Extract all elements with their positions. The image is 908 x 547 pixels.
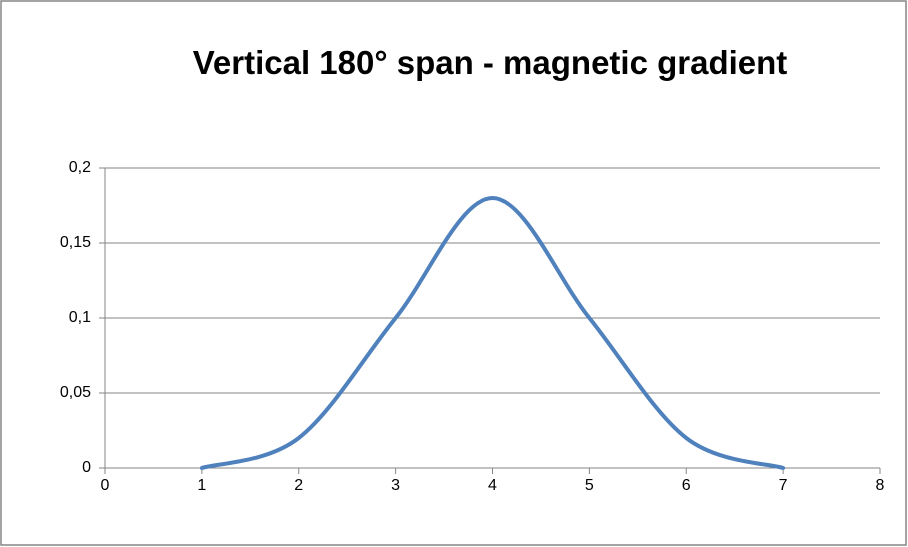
x-tick-label: 2	[294, 477, 303, 494]
x-tick-label: 0	[101, 477, 110, 494]
y-tick-label: 0	[82, 459, 91, 476]
x-tick-label: 5	[585, 477, 594, 494]
chart-title: Vertical 180° span - magnetic gradient	[192, 44, 788, 81]
x-tick-label: 1	[197, 477, 206, 494]
y-tick-label: 0,2	[69, 159, 91, 176]
x-tick-label: 8	[876, 477, 885, 494]
x-tick-label: 4	[488, 477, 497, 494]
x-tick-label: 6	[682, 477, 691, 494]
series-line	[199, 195, 786, 470]
y-tick-label: 0,05	[60, 384, 91, 401]
x-tick-label: 7	[779, 477, 788, 494]
y-tick-label: 0,15	[60, 234, 91, 251]
x-tick-label: 3	[391, 477, 400, 494]
y-tick-label: 0,1	[69, 309, 91, 326]
